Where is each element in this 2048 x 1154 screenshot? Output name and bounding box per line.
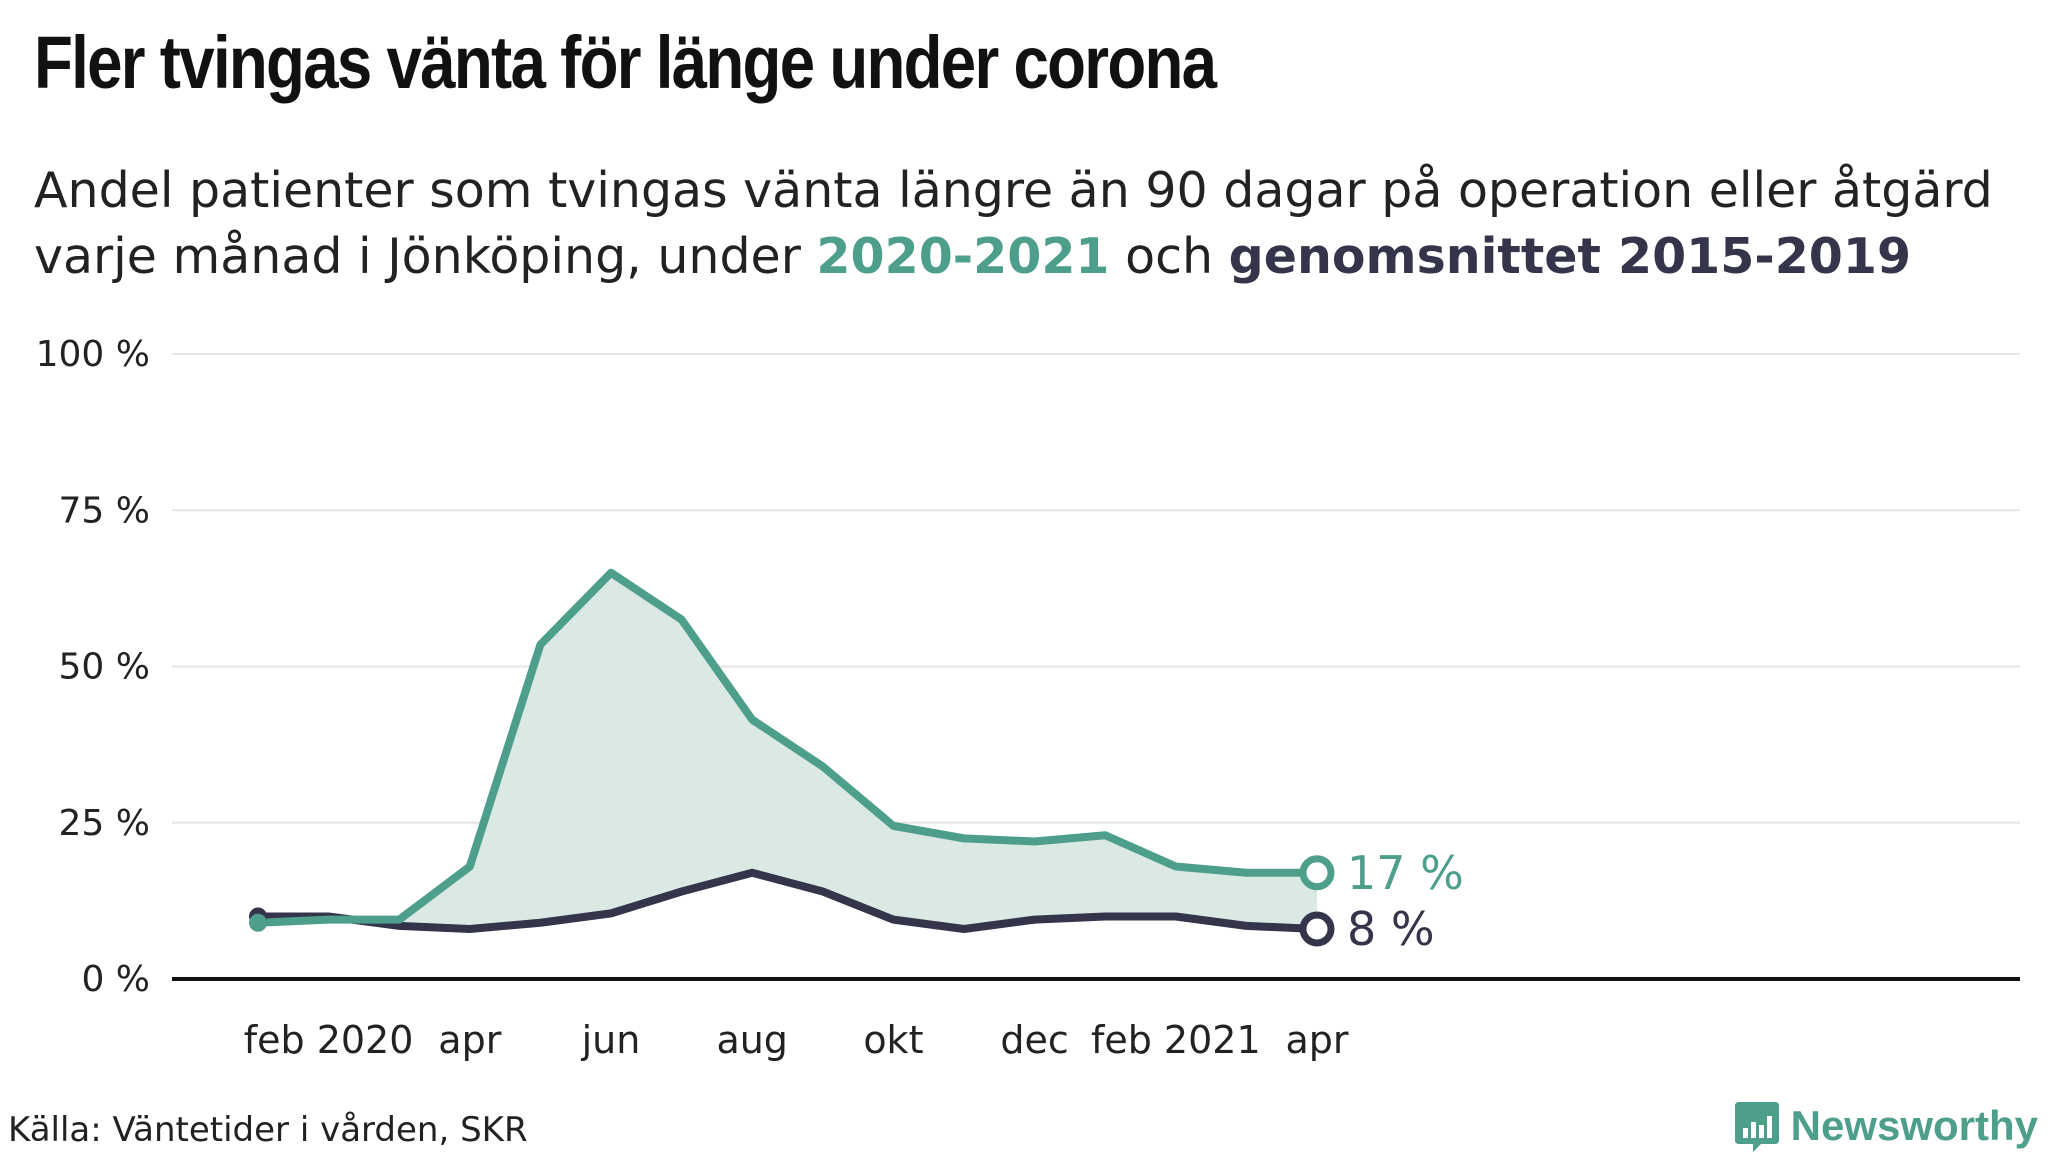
series-2020-start-dot: [249, 913, 267, 932]
subtitle-conjunction: och: [1109, 228, 1229, 285]
x-tick-label: feb 2021: [1091, 1018, 1261, 1062]
area-layer: [258, 572, 1317, 929]
x-tick-label: jun: [581, 1018, 641, 1062]
y-tick-label: 50 %: [59, 647, 150, 688]
y-tick-label: 75 %: [59, 490, 150, 531]
chart-title: Fler tvingas vänta för länge under coron…: [34, 21, 1217, 104]
series-2020-2021-line: [254, 568, 1321, 927]
chart-subtitle: Andel patienter som tvingas vänta längre…: [34, 158, 2044, 290]
y-tick-label: 100 %: [36, 334, 150, 375]
x-tick-label: dec: [1000, 1018, 1068, 1062]
source-note: Källa: Väntetider i vården, SKR: [8, 1110, 528, 1150]
brand-name: Newsworthy: [1790, 1102, 2038, 1149]
series-layer: [249, 568, 1335, 947]
line-chart: 0 % 25 % 50 % 75 % 100 % feb 2020 apr jun aug okt…: [36, 334, 2020, 1062]
newsworthy-logo-icon: [1734, 1102, 1779, 1152]
average-end-label: 8 %: [1347, 902, 1435, 956]
area-between-series: [258, 572, 1317, 929]
brand-logo: Newsworthy: [1733, 1098, 2038, 1154]
x-tick-label: apr: [438, 1018, 501, 1062]
average-end-marker: [1299, 911, 1335, 947]
grid-layer: [172, 353, 2020, 824]
subtitle-series-2020-label: 2020-2021: [816, 228, 1110, 285]
subtitle-line-2-prefix: varje månad i Jönköping, under: [34, 228, 817, 285]
y-tick-label: 25 %: [59, 803, 150, 844]
subtitle-line-1: Andel patienter som tvingas vänta längre…: [34, 162, 1993, 219]
x-tick-label: aug: [716, 1018, 788, 1062]
label-layer: 0 % 25 % 50 % 75 % 100 % feb 2020 apr jun aug okt…: [36, 334, 1464, 1062]
series-2020-end-marker: [1299, 855, 1335, 891]
subtitle-series-average-label: genomsnittet 2015-2019: [1228, 228, 1912, 285]
series-2020-end-label: 17 %: [1347, 846, 1464, 900]
x-tick-label: apr: [1285, 1018, 1348, 1062]
y-tick-label: 0 %: [81, 959, 150, 1000]
x-tick-label: okt: [863, 1018, 923, 1062]
average-2015-2019-line: [254, 868, 1321, 933]
x-tick-label: feb 2020: [244, 1018, 414, 1062]
